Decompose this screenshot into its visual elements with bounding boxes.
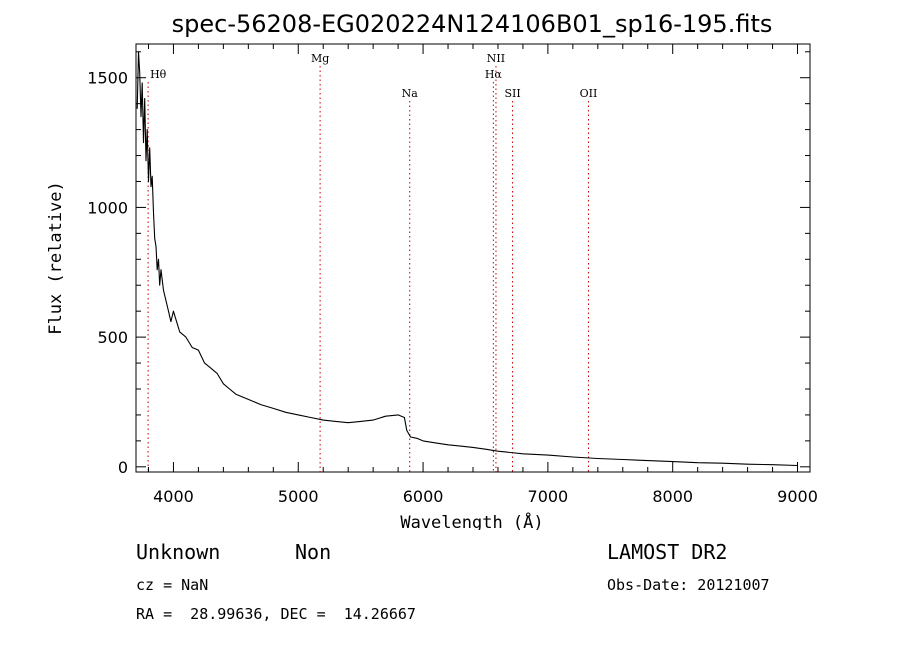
y-tick-label: 500 xyxy=(97,328,128,347)
x-tick-label: 4000 xyxy=(153,487,194,506)
spectral-line-label: NII xyxy=(487,52,505,65)
redshift-cz: cz = NaN xyxy=(136,576,209,594)
x-tick-label: 7000 xyxy=(528,487,569,506)
y-tick-label: 1500 xyxy=(87,69,128,88)
spectral-line-label: Na xyxy=(402,87,419,100)
spectral-line-label: Hθ xyxy=(150,68,167,81)
spectrum-series-line xyxy=(136,51,798,467)
x-tick-label: 8000 xyxy=(652,487,693,506)
spectral-subclass: Non xyxy=(295,540,332,564)
x-tick-label: 6000 xyxy=(403,487,444,506)
x-tick-label: 9000 xyxy=(777,487,818,506)
spectral-line-label: SII xyxy=(504,87,520,100)
spectrum-chart: spec-56208-EG020224N124106B01_sp16-195.f… xyxy=(46,10,818,530)
x-tick-label: 5000 xyxy=(278,487,319,506)
spectral-line-label: Hα xyxy=(485,68,503,81)
y-tick-label: 0 xyxy=(118,458,128,477)
ra-dec-coordinates: RA = 28.99636, DEC = 14.26667 xyxy=(136,605,416,623)
survey-name: LAMOST DR2 xyxy=(607,540,728,564)
spectral-class: Unknown xyxy=(136,540,221,564)
observation-date: Obs-Date: 20121007 xyxy=(607,576,770,594)
x-axis-label: Wavelength (Å) xyxy=(400,511,543,530)
y-tick-label: 1000 xyxy=(87,198,128,217)
y-axis-label: Flux (relative) xyxy=(46,181,66,335)
plot-frame xyxy=(135,43,811,473)
spectral-line-label: Mg xyxy=(311,52,329,65)
chart-title: spec-56208-EG020224N124106B01_sp16-195.f… xyxy=(172,10,773,38)
spectral-line-label: OII xyxy=(580,87,598,100)
